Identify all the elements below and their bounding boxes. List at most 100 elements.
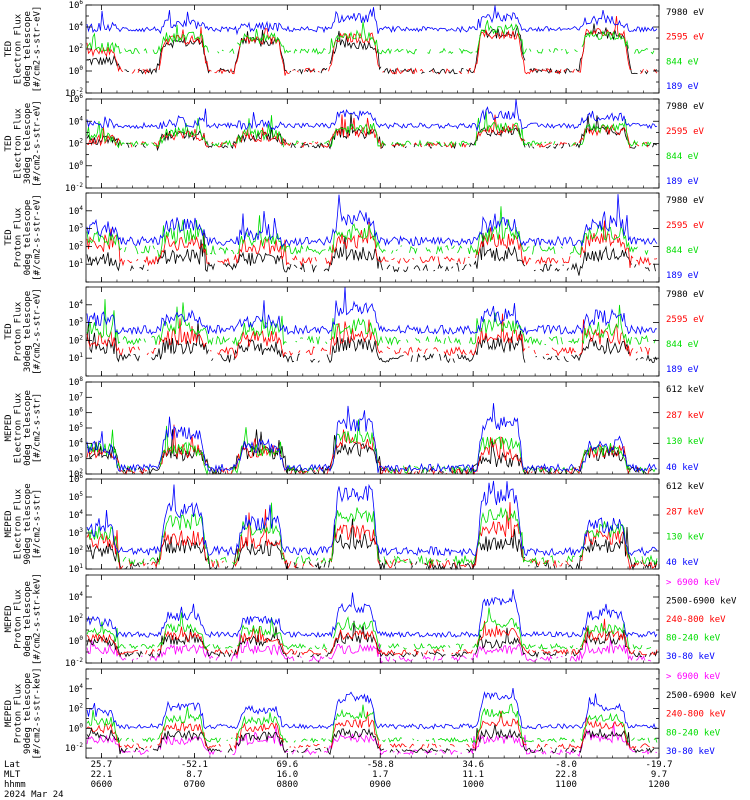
series-287-kev [86, 502, 658, 571]
series-189-ev [86, 5, 658, 36]
series-40-kev [86, 480, 658, 557]
y-tick-label: 102 [69, 545, 84, 557]
legend-entry: 844 eV [666, 57, 699, 67]
y-tick-label: 105 [69, 491, 84, 503]
legend-entry: 189 eV [666, 365, 699, 375]
series-189-ev [86, 286, 658, 336]
y-tick-label: 104 [69, 437, 84, 449]
y-tick-label: 100 [69, 160, 84, 172]
y-tick-label: 10-2 [65, 742, 83, 754]
series-189-ev [86, 194, 658, 248]
legend-entry: 287 keV [666, 507, 705, 517]
x-tick-label-hhmm: 0800 [276, 780, 298, 790]
y-tick-label: 102 [69, 703, 84, 715]
legend-entry: 7980 eV [666, 290, 705, 300]
x-tick-label-lat: -8.0 [555, 760, 577, 770]
panel-2: 10-2 100 102 104 106 TEDElectron Flux30deg te… [4, 93, 705, 194]
panel-frame [85, 286, 660, 377]
x-tick-label-hhmm: 1200 [648, 780, 670, 790]
x-tick-label-mlt: 1.7 [372, 770, 388, 780]
series-844-ev [87, 110, 657, 148]
x-tick-label-lat: -52.1 [181, 760, 208, 770]
series-30-80-kev [86, 688, 658, 730]
legend-entry: 240-800 keV [666, 615, 726, 625]
series-7980-ev [86, 23, 658, 75]
legend-entry: 30-80 keV [666, 652, 715, 662]
series-130-kev [87, 502, 658, 566]
y-tick-label: 107 [69, 391, 84, 403]
y-tick-label: 100 [69, 635, 84, 647]
legend-entry: 40 keV [666, 463, 699, 473]
x-row-label-lat: Lat [4, 760, 20, 770]
x-tick-label-hhmm: 1100 [555, 780, 577, 790]
legend-entry: 7980 eV [666, 196, 705, 206]
y-tick-label: 104 [69, 115, 84, 127]
x-row-label-hhmm: hhmm [4, 780, 26, 790]
y-tick-label: 102 [69, 613, 84, 625]
legend-entry: 40 keV [666, 558, 699, 568]
x-tick-label-mlt: 8.7 [186, 770, 202, 780]
legend-entry: 189 eV [666, 271, 699, 281]
y-tick-label: 10-2 [65, 657, 83, 669]
x-tick-label-lat: -19.7 [645, 760, 672, 770]
x-tick-label-mlt: 9.7 [651, 770, 667, 780]
x-row-label-mlt: MLT [4, 770, 21, 780]
series-40-kev [86, 403, 658, 473]
y-tick-label: 103 [69, 223, 84, 235]
legend-entry: 189 eV [666, 82, 699, 92]
y-tick-label: 101 [69, 563, 84, 575]
y-tick-label: 102 [69, 334, 84, 346]
series-30-80-kev [86, 589, 658, 639]
y-axis-label: MEPEDProton Flux90deg telescope[#/cm2-s-… [4, 667, 43, 759]
panel-4: 101 102 103 104 TEDProton Flux30deg telescop… [4, 286, 705, 377]
y-tick-label: 102 [69, 43, 84, 55]
series-844-ev [87, 206, 654, 256]
series-844-ev [86, 299, 656, 346]
y-tick-label: 100 [69, 65, 84, 77]
y-tick-label: 106 [69, 473, 84, 485]
series-189-ev [86, 98, 658, 132]
y-tick-label: 102 [69, 138, 84, 150]
x-tick-label-hhmm: 0700 [184, 780, 206, 790]
y-axis-label: MEPEDElectron Flux90deg telescope[#/cm2-… [4, 483, 43, 564]
series-2595-ev [86, 15, 658, 76]
x-tick-label-hhmm: 0600 [91, 780, 113, 790]
y-tick-label: 103 [69, 453, 84, 465]
x-tick-label-mlt: 16.0 [276, 770, 298, 780]
panel-frame [85, 4, 660, 94]
legend-entry: 130 keV [666, 533, 705, 543]
y-tick-label: 100 [69, 722, 84, 734]
y-tick-label: 104 [69, 509, 84, 521]
x-axis-labels: Lat 25.7 -52.1 69.6 -58.8 34.6 -8.0 -19.7 MLT 22.… [4, 760, 673, 800]
y-tick-label: 104 [69, 591, 84, 603]
panel-8: 10-2 100 102 104 MEPEDProton Flux90deg teles… [4, 667, 737, 759]
y-axis-label: TEDProton Flux30deg telescope[#/cm2-s-st… [4, 288, 43, 375]
legend-entry: 80-240 keV [666, 728, 721, 738]
date-label: 2024 Mar 24 [4, 790, 64, 800]
legend-entry: > 6900 keV [666, 578, 721, 588]
legend-entry: 612 keV [666, 482, 705, 492]
panel-frame [85, 478, 660, 570]
legend-entry: 844 eV [666, 340, 699, 350]
y-tick-label: 103 [69, 317, 84, 329]
panel-6: 101 102 103 104 105 106 MEPEDElectron Flux90de… [4, 473, 705, 575]
y-tick-label: 105 [69, 422, 84, 434]
y-axis-label: TEDElectron Flux30deg telescope[#/cm2-s-… [4, 100, 43, 187]
x-tick-label-lat: 34.6 [462, 760, 484, 770]
legend-entry: 240-800 keV [666, 710, 726, 720]
y-tick-label: 106 [69, 0, 84, 11]
y-tick-label: 102 [69, 240, 84, 252]
legend-entry: 2500-6900 keV [666, 691, 737, 701]
y-tick-label: 106 [69, 93, 84, 105]
panel-frame [85, 98, 660, 189]
y-tick-label: 101 [69, 352, 84, 364]
series-2595-ev [86, 220, 658, 268]
legend-entry: 2595 eV [666, 33, 705, 43]
legend-entry: 130 keV [666, 437, 705, 447]
series-80-240-kev [87, 608, 654, 650]
series-80-240-kev [86, 703, 658, 744]
y-tick-label: 104 [69, 683, 84, 695]
legend-entry: > 6900 keV [666, 672, 721, 682]
y-axis-label: TEDElectron Flux0deg telescope[#/cm2-s-s… [4, 6, 43, 93]
